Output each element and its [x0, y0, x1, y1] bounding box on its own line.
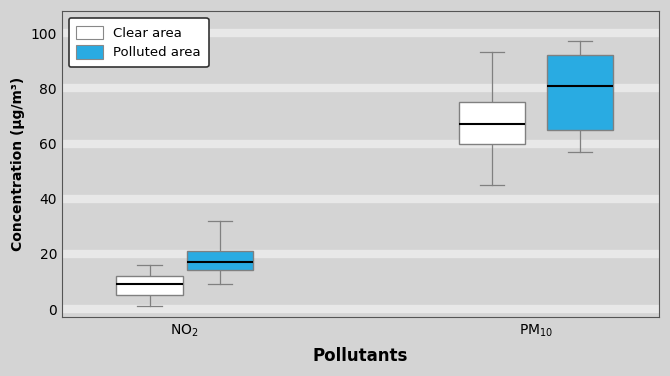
Bar — [117, 276, 183, 295]
Y-axis label: Concentration (μg/m³): Concentration (μg/m³) — [11, 77, 25, 251]
Bar — [459, 102, 525, 144]
Legend: Clear area, Polluted area: Clear area, Polluted area — [68, 18, 209, 67]
Bar — [186, 251, 253, 270]
Bar — [547, 55, 613, 130]
X-axis label: Pollutants: Pollutants — [313, 347, 408, 365]
